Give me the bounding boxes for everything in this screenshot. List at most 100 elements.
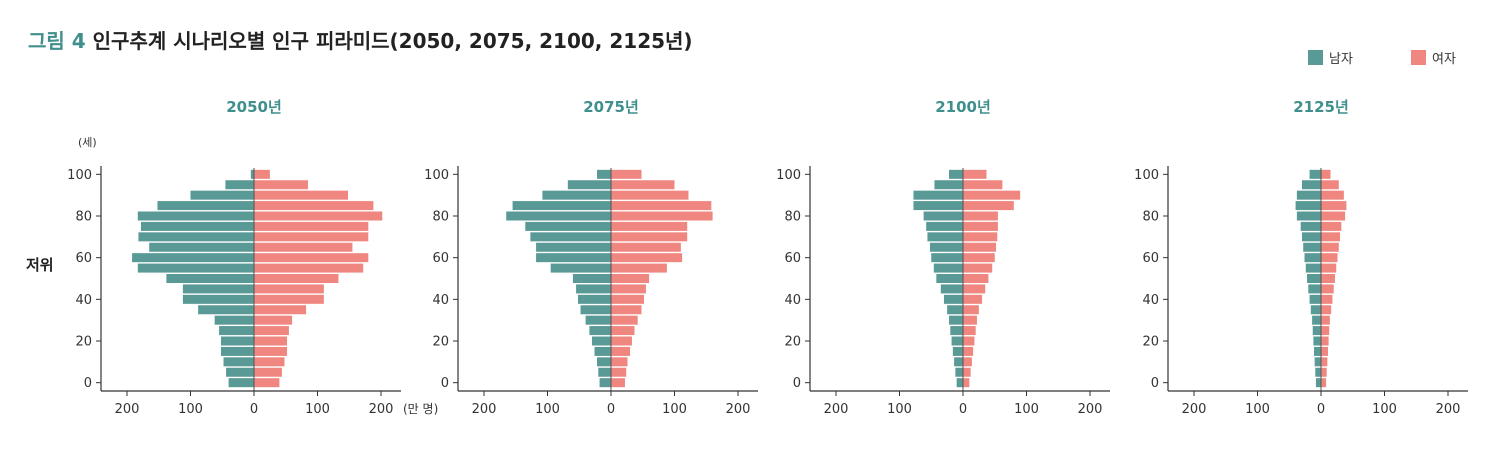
bar-male [940, 284, 963, 294]
bar-female [254, 336, 288, 346]
bar-male [591, 336, 611, 346]
bar-male [536, 242, 611, 252]
bar-male [1315, 378, 1321, 388]
bar-female [963, 284, 986, 294]
legend-male: 남자 [1308, 48, 1353, 67]
x-tick-label: 200 [369, 402, 394, 417]
bar-female [1321, 221, 1342, 231]
bar-female [963, 378, 970, 388]
x-tick-label: 200 [1436, 402, 1461, 417]
x-tick-label: 100 [662, 402, 687, 417]
x-tick-label: 200 [1078, 402, 1103, 417]
bar-male [597, 169, 611, 179]
bar-male [132, 253, 254, 263]
y-tick-label: 0 [1151, 376, 1159, 391]
bar-male [137, 263, 254, 273]
x-tick-label: 0 [607, 402, 615, 417]
bar-female [254, 221, 369, 231]
bar-female [963, 336, 975, 346]
bar-male [1296, 211, 1321, 221]
bar-female [254, 180, 308, 190]
y-tick-label: 60 [784, 251, 801, 266]
y-tick-label: 40 [432, 293, 449, 308]
bar-female [1321, 263, 1337, 273]
bar-male [542, 190, 611, 200]
bar-female [611, 242, 681, 252]
bar-female [1321, 169, 1331, 179]
bar-female [963, 180, 1003, 190]
bar-male [934, 180, 963, 190]
x-tick-label: 100 [1014, 402, 1039, 417]
bar-female [254, 190, 348, 200]
x-tick-label: 200 [1182, 402, 1207, 417]
bar-male [1309, 294, 1321, 304]
bar-female [611, 378, 625, 388]
figure-title-text: 인구추계 시나리오별 인구 피라미드(2050, 2075, 2100, 212… [92, 29, 693, 53]
bar-female [1321, 367, 1327, 377]
bar-female [963, 221, 998, 231]
bar-male [923, 211, 963, 221]
bar-male [198, 305, 254, 315]
y-tick-label: 0 [793, 376, 801, 391]
bar-female [611, 201, 712, 211]
bar-male [182, 294, 254, 304]
bar-male [190, 190, 254, 200]
bar-female [1321, 315, 1330, 325]
bar-female [1321, 180, 1339, 190]
bar-male [949, 169, 963, 179]
bar-male [1295, 201, 1321, 211]
bar-male [927, 232, 963, 242]
bar-male [1300, 221, 1321, 231]
bar-male [512, 201, 611, 211]
bar-male [577, 294, 611, 304]
figure-number: 그림 4 [28, 29, 86, 53]
bar-female [963, 169, 987, 179]
bar-female [254, 169, 270, 179]
pyramid-panel-1: 2050년 0 20 40 60 80 100 200 100 0 100 200 (세) (만 명) 저위 [26, 98, 438, 417]
legend-female-label: 여자 [1432, 52, 1456, 67]
pyramid-panel-2: 2075년 0 20 40 60 80 100 200 100 0 100 200 [424, 98, 758, 417]
bar-male [947, 305, 963, 315]
bar-male [913, 190, 963, 200]
bar-male [598, 367, 611, 377]
bar-male [219, 326, 254, 336]
y-tick-label: 40 [1142, 293, 1159, 308]
bar-female [611, 367, 627, 377]
bar-female [963, 190, 1021, 200]
bar-female [611, 253, 683, 263]
panel-year-title: 2075년 [583, 98, 639, 116]
x-tick-label: 200 [824, 402, 849, 417]
bar-female [1321, 253, 1338, 263]
y-tick-label: 60 [75, 251, 92, 266]
bar-female [1321, 201, 1347, 211]
bar-female [1321, 273, 1335, 284]
bar-female [254, 346, 288, 356]
bar-male [1314, 357, 1321, 367]
bar-male [1305, 263, 1321, 273]
legend-male-label: 남자 [1329, 52, 1353, 67]
pyramid-panel-4: 2125년 0 20 40 60 80 100 200 100 0 100 200 [1134, 98, 1468, 417]
bar-female [963, 273, 989, 284]
bar-male [250, 169, 254, 179]
pyramid-panel-3: 2100년 0 20 40 60 80 100 200 100 0 100 200 [776, 98, 1110, 417]
bar-male [214, 315, 254, 325]
bar-male [936, 273, 963, 284]
y-tick-label: 80 [75, 210, 92, 225]
y-tick-label: 60 [1142, 251, 1159, 266]
bar-male [138, 232, 254, 242]
bar-male [1314, 346, 1321, 356]
x-tick-label: 200 [726, 402, 751, 417]
x-tick-label: 100 [1245, 402, 1270, 417]
y-tick-label: 0 [441, 376, 449, 391]
bar-male [1315, 367, 1321, 377]
bar-male [1304, 253, 1321, 263]
y-tick-label: 20 [75, 335, 92, 350]
bar-female [611, 169, 642, 179]
y-tick-label: 60 [432, 251, 449, 266]
bar-male [225, 180, 254, 190]
bar-male [576, 284, 611, 294]
y-tick-label: 100 [1134, 168, 1159, 183]
x-tick-label: 100 [178, 402, 203, 417]
bar-female [254, 284, 324, 294]
